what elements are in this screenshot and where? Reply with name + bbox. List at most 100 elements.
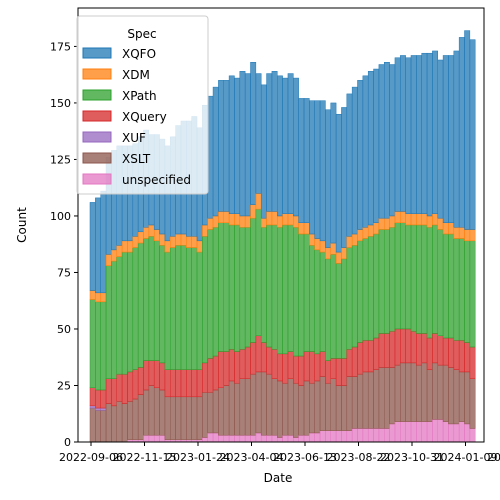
bar-unspecified-69	[458, 421, 465, 443]
bar-unspecified-11	[148, 434, 155, 443]
bar-xqfo-1	[95, 197, 101, 294]
bar-xquery-11	[148, 360, 155, 386]
bar-xslt-0	[89, 407, 96, 443]
bar-xpath-22	[207, 229, 214, 359]
bar-xquery-71	[469, 346, 476, 379]
bar-unspecified-21	[202, 437, 208, 443]
y-axis: 0 25 50 75 100 125 150 175	[50, 40, 78, 449]
bar-xpath-16	[175, 245, 182, 370]
bar-xpath-41	[309, 245, 315, 352]
legend: Spec XQFO XDM XPath XQuery XUF XSLT unspecifie…	[76, 15, 209, 195]
bar-xqfo-40	[303, 98, 310, 223]
bar-xdm-11	[148, 224, 155, 237]
bar-unspecified-53	[373, 428, 380, 443]
legend-title: Spec	[127, 27, 156, 41]
bar-xdm-53	[373, 222, 380, 235]
y-tick-label: 100	[50, 210, 71, 223]
bar-xqfo-25	[223, 80, 230, 212]
bar-xqfo-70	[464, 30, 471, 230]
bar-xqfo-48	[346, 93, 353, 237]
bar-xpath-67	[448, 233, 455, 339]
bar-xslt-45	[330, 378, 337, 431]
bar-unspecified-36	[282, 434, 289, 443]
bar-unspecified-52	[367, 428, 374, 443]
bar-xquery-49	[351, 346, 358, 377]
bar-xslt-21	[202, 392, 208, 438]
bar-xquery-26	[228, 349, 235, 382]
bar-xdm-26	[228, 213, 235, 226]
bar-xdm-7	[127, 240, 134, 253]
bar-xdm-58	[400, 211, 406, 223]
bar-xdm-68	[453, 227, 460, 239]
bar-unspecified-42	[314, 432, 321, 443]
bar-xdm-14	[164, 240, 171, 253]
bar-xslt-55	[384, 367, 390, 429]
bar-xquery-61	[416, 333, 422, 366]
bar-xpath-38	[293, 227, 299, 357]
legend-box	[76, 15, 209, 195]
bar-xdm-38	[293, 215, 299, 228]
legend-label-xslt: XSLT	[122, 152, 151, 166]
bar-xpath-30	[250, 217, 257, 343]
bar-xdm-22	[207, 217, 214, 230]
bar-unspecified-66	[442, 421, 449, 443]
bar-xquery-4	[111, 378, 118, 407]
bar-xqfo-46	[335, 113, 342, 253]
bar-xquery-56	[389, 330, 396, 368]
bar-xquery-3	[105, 378, 112, 404]
bar-xquery-34	[271, 349, 278, 379]
bar-xqfo-66	[442, 55, 449, 223]
bar-xquery-28	[239, 349, 246, 379]
bar-unspecified-68	[453, 423, 460, 443]
bar-unspecified-41	[309, 432, 315, 443]
bar-xdm-13	[159, 233, 166, 246]
bar-xdm-71	[469, 229, 476, 242]
bar-xdm-63	[426, 215, 433, 228]
bar-xslt-59	[405, 362, 412, 422]
bar-xpath-46	[335, 263, 342, 359]
bar-xslt-43	[319, 376, 326, 431]
bar-xqfo-37	[287, 73, 294, 214]
bar-xdm-3	[105, 254, 112, 266]
bar-xdm-2	[100, 292, 107, 303]
legend-label-xpath: XPath	[122, 89, 157, 103]
bar-xquery-0	[89, 387, 96, 407]
bar-xqfo-29	[244, 73, 251, 217]
bar-xpath-28	[239, 227, 246, 350]
bar-xslt-2	[100, 410, 107, 443]
bar-unspecified-55	[384, 428, 390, 443]
bar-xslt-24	[218, 387, 224, 436]
bar-xpath-2	[100, 301, 107, 391]
bar-unspecified-61	[416, 421, 422, 443]
bar-xqfo-47	[341, 107, 348, 248]
bar-xpath-42	[314, 249, 321, 355]
bar-xdm-28	[239, 215, 246, 228]
bar-xpath-13	[159, 245, 166, 364]
bar-xslt-52	[367, 371, 374, 429]
bar-xpath-21	[202, 236, 208, 364]
bar-xquery-62	[421, 333, 428, 364]
bar-xslt-46	[335, 385, 342, 431]
bar-xqfo-33	[266, 73, 273, 212]
bar-xpath-53	[373, 233, 380, 339]
bar-xqfo-31	[255, 73, 262, 194]
bar-xslt-31	[255, 371, 262, 434]
bar-xdm-45	[330, 242, 337, 255]
bar-unspecified-27	[234, 434, 241, 443]
bar-xquery-46	[335, 358, 342, 386]
bar-unspecified-24	[218, 434, 224, 443]
bar-xquery-41	[309, 351, 315, 384]
x-tick-label: 2023-06-13	[273, 451, 337, 464]
bar-unspecified-71	[469, 428, 476, 443]
bar-xpath-15	[170, 247, 176, 370]
bar-xquery-37	[287, 351, 294, 379]
bar-xdm-4	[111, 249, 118, 262]
bar-xslt-9	[137, 394, 144, 440]
bar-xslt-25	[223, 385, 230, 436]
bar-xslt-64	[432, 362, 438, 420]
bar-xdm-8	[132, 236, 139, 248]
bar-xpath-55	[384, 229, 390, 334]
bar-xdm-57	[394, 211, 401, 223]
bar-xqfo-2	[100, 190, 107, 294]
bar-xquery-55	[384, 333, 390, 368]
